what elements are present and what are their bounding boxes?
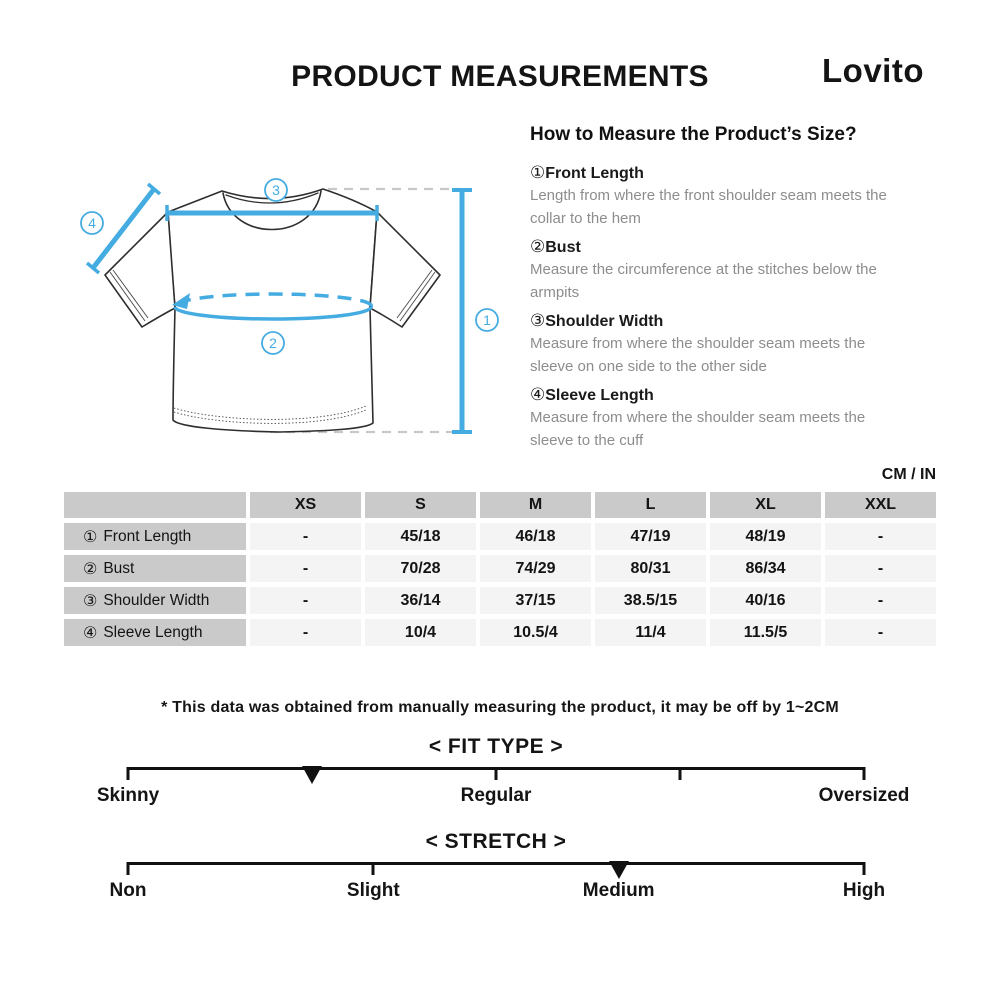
stretch-label-non: Non: [109, 880, 147, 901]
stretch-marker-icon: [608, 861, 629, 879]
table-cell: -: [825, 555, 936, 582]
guide-item-name: Front Length: [545, 165, 644, 182]
row-label-shoulder-width: ③ Shoulder Width: [64, 587, 246, 614]
col-header-l: L: [595, 492, 706, 518]
table-cell: -: [250, 619, 361, 646]
guide-item-front-length: ①Front Length Length from where the fron…: [530, 162, 902, 230]
tick: [126, 862, 130, 875]
guide-item-desc: Measure the circumference at the stitche…: [530, 261, 877, 301]
measurement-lines: [85, 182, 472, 434]
table-cell: 46/18: [480, 523, 591, 550]
fit-type-slider: < FIT TYPE > Skinny Regular Oversized: [97, 735, 910, 809]
stitch-lines: [109, 269, 436, 424]
tshirt-outline: [104, 188, 441, 433]
col-header-xxl: XXL: [825, 492, 936, 518]
row-label-front-length: ① Front Length: [64, 523, 246, 550]
row-label-bust: ② Bust: [64, 555, 246, 582]
stretch-track: [126, 861, 866, 879]
guide-item-name: Sleeve Length: [545, 387, 654, 404]
size-table: XS S M L XL XXL ① Front Length - 45/18 46…: [64, 492, 936, 646]
table-cell: 80/31: [595, 555, 706, 582]
tick: [862, 767, 866, 780]
table-cell: 74/29: [480, 555, 591, 582]
table-cell: 11/4: [595, 619, 706, 646]
col-header-xl: XL: [710, 492, 821, 518]
table-cell: 40/16: [710, 587, 821, 614]
guide-dashed-lines: [270, 187, 459, 434]
tick: [678, 767, 682, 780]
row-label-sleeve-length: ④ Sleeve Length: [64, 619, 246, 646]
table-cell: -: [825, 523, 936, 550]
col-header-m: M: [480, 492, 591, 518]
fit-type-track: [126, 766, 866, 784]
guide-item-sleeve-length: ④Sleeve Length Measure from where the sh…: [530, 384, 902, 452]
callout-4: 4: [88, 215, 96, 231]
table-cell: 47/19: [595, 523, 706, 550]
callout-3: 3: [272, 182, 280, 198]
tick: [371, 862, 375, 875]
callout-2: 2: [269, 335, 277, 351]
table-cell: -: [250, 555, 361, 582]
guide-item-desc: Measure from where the shoulder seam mee…: [530, 335, 866, 375]
tick: [126, 767, 130, 780]
table-cell: 10/4: [365, 619, 476, 646]
guide-item-bust: ②Bust Measure the circumference at the s…: [530, 236, 902, 304]
table-cell: -: [825, 587, 936, 614]
unit-label: CM / IN: [881, 466, 936, 483]
table-cell: 10.5/4: [480, 619, 591, 646]
table-cell: 11.5/5: [710, 619, 821, 646]
guide-item-number: ③: [530, 311, 546, 330]
table-cell: 86/34: [710, 555, 821, 582]
guide-item-name: Bust: [545, 239, 581, 256]
stretch-title: < STRETCH >: [425, 830, 567, 853]
disclaimer-note: * This data was obtained from manually m…: [161, 699, 839, 716]
brand-logo: Lovito: [822, 52, 924, 89]
col-header-xs: XS: [250, 492, 361, 518]
table-cell: 48/19: [710, 523, 821, 550]
table-cell: 37/15: [480, 587, 591, 614]
tick: [862, 862, 866, 875]
fit-label-skinny: Skinny: [96, 785, 160, 806]
guide-item-number: ①: [530, 163, 546, 182]
fit-type-marker-icon: [302, 766, 322, 784]
guide-title: How to Measure the Product’s Size?: [530, 124, 857, 145]
tick: [494, 767, 498, 780]
page-title: PRODUCT MEASUREMENTS: [291, 60, 709, 93]
stretch-label-slight: Slight: [346, 880, 400, 901]
measure-guide: How to Measure the Product’s Size? ①Fron…: [530, 124, 902, 458]
table-cell: 70/28: [365, 555, 476, 582]
table-cell: 36/14: [365, 587, 476, 614]
fit-type-title: < FIT TYPE >: [428, 735, 564, 758]
table-cell: 45/18: [365, 523, 476, 550]
guide-item-desc: Measure from where the shoulder seam mee…: [530, 409, 866, 449]
diagram-callouts: 1 2 3 4: [80, 178, 499, 355]
guide-item-name: Shoulder Width: [545, 313, 664, 330]
col-header-empty: [64, 492, 246, 518]
table-cell: 38.5/15: [595, 587, 706, 614]
guide-item-number: ④: [530, 385, 546, 404]
stretch-label-medium: Medium: [582, 880, 655, 901]
table-cell: -: [250, 523, 361, 550]
table-cell: -: [825, 619, 936, 646]
fit-label-regular: Regular: [460, 785, 532, 806]
col-header-s: S: [365, 492, 476, 518]
stretch-slider: < STRETCH > Non Slight Medium High: [110, 830, 886, 904]
guide-item-desc: Length from where the front shoulder sea…: [530, 187, 887, 227]
tshirt-diagram: 1 2 3 4: [80, 178, 499, 434]
table-cell: -: [250, 587, 361, 614]
stretch-label-high: High: [842, 880, 886, 901]
fit-label-oversized: Oversized: [818, 785, 910, 806]
guide-item-shoulder-width: ③Shoulder Width Measure from where the s…: [530, 310, 902, 378]
callout-1: 1: [483, 312, 491, 328]
guide-item-number: ②: [530, 237, 546, 256]
